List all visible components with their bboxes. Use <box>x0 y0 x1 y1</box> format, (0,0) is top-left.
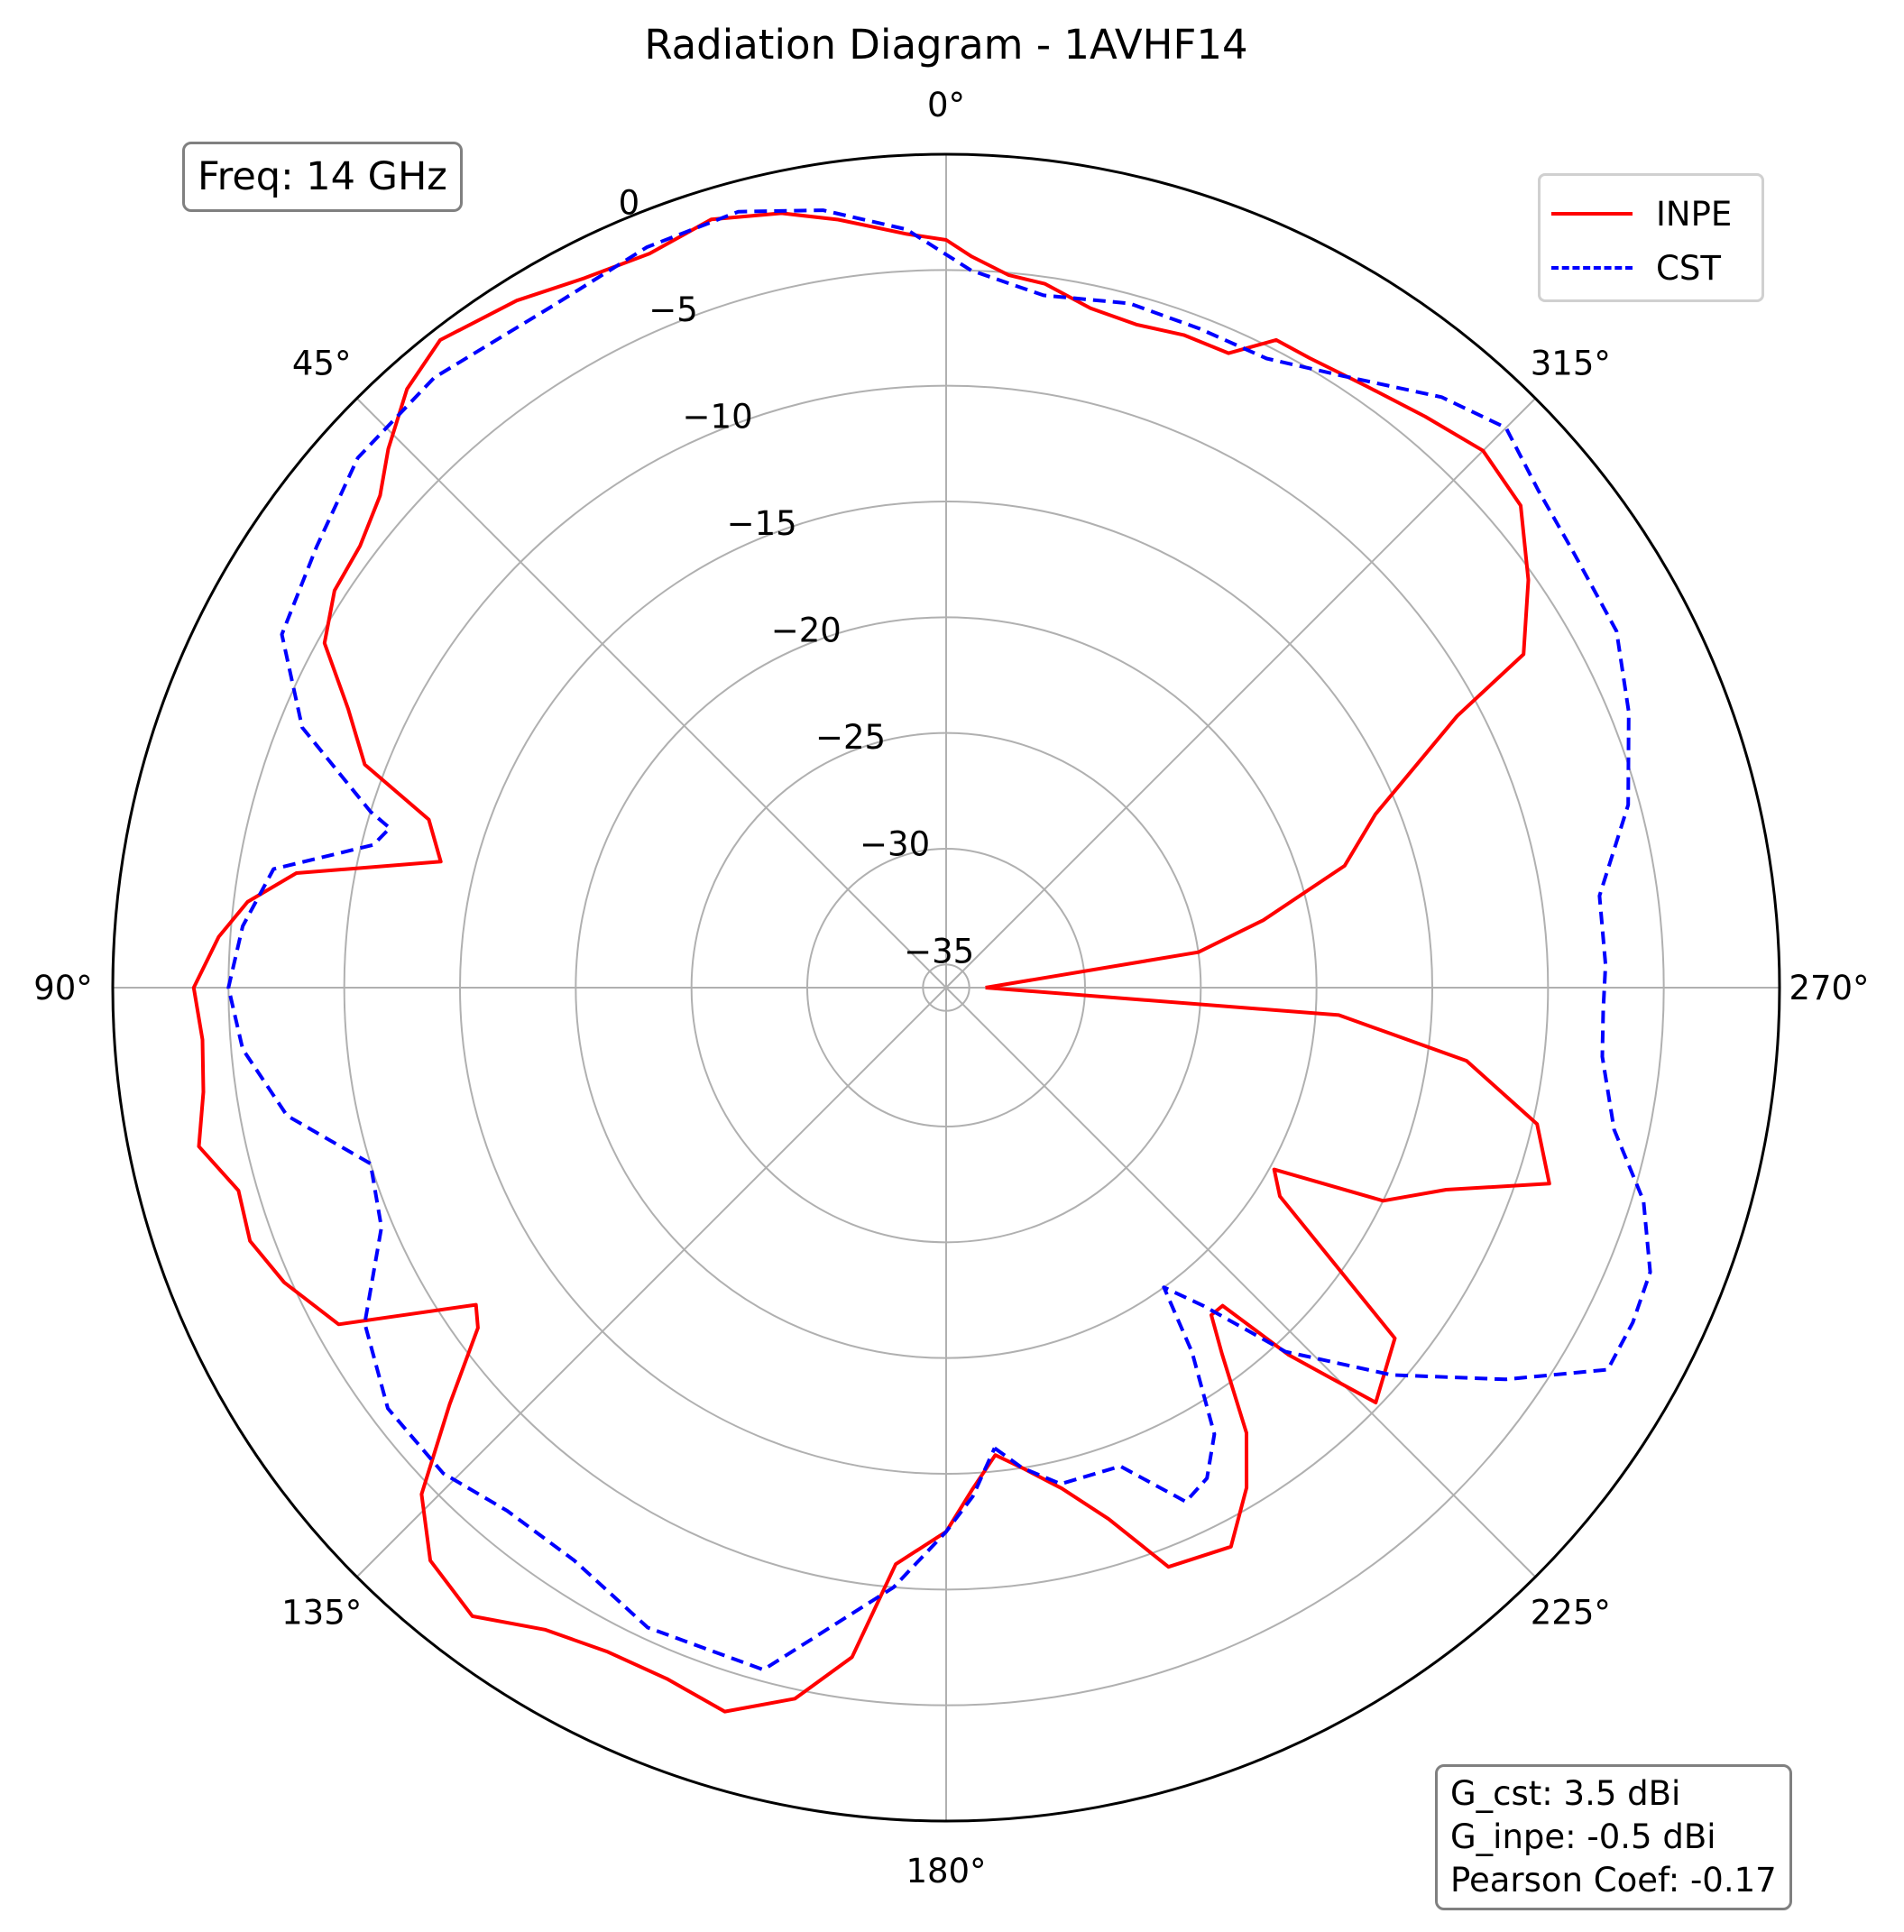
legend-swatch-inpe <box>1551 212 1633 216</box>
radial-tick-label: 0 <box>619 183 640 222</box>
chart-title: Radiation Diagram - 1AVHF14 <box>644 21 1247 69</box>
series-line-inpe <box>191 211 1551 1714</box>
legend-item-inpe: INPE <box>1551 192 1732 235</box>
theta-tick-label: 270° <box>1789 969 1869 1007</box>
theta-tick-label: 90° <box>33 969 93 1007</box>
theta-tick-label: 180° <box>906 1852 986 1891</box>
series-layer <box>191 208 1652 1714</box>
legend-swatch-cst <box>1551 266 1633 270</box>
radial-tick-label: −5 <box>648 290 698 329</box>
theta-tick-label: 45° <box>292 345 352 383</box>
legend: INPE CST <box>1538 173 1764 302</box>
grid-spoke-1 <box>355 397 947 989</box>
stat-g-cst: G_cst: 3.5 dBi <box>1450 1774 1681 1813</box>
polar-grid <box>113 154 1780 1821</box>
radial-tick-label: −25 <box>815 718 886 757</box>
stat-g-inpe: G_inpe: -0.5 dBi <box>1450 1817 1716 1856</box>
theta-tick-label: 225° <box>1531 1593 1611 1632</box>
outer-frame <box>111 152 1781 1823</box>
theta-tick-label: 135° <box>281 1593 362 1632</box>
radial-tick-label: −10 <box>683 398 753 437</box>
legend-label-cst: CST <box>1656 248 1721 288</box>
radial-tick-label: −35 <box>904 932 974 971</box>
theta-tick-label: 315° <box>1531 345 1611 383</box>
radial-tick-label: −20 <box>771 612 842 650</box>
radial-tick-label: −15 <box>727 504 797 543</box>
frequency-annotation: Freq: 14 GHz <box>182 142 463 212</box>
theta-tick-labels: 0° 45° 90° 135° 180° 225° 270° 315° <box>33 86 1869 1891</box>
radial-tick-label: −30 <box>860 825 930 864</box>
theta-tick-label: 0° <box>927 86 965 124</box>
legend-item-cst: CST <box>1551 246 1721 290</box>
stat-pearson: Pearson Coef: -0.17 <box>1450 1861 1777 1900</box>
legend-label-inpe: INPE <box>1656 194 1733 234</box>
grid-spoke-3 <box>355 987 947 1578</box>
radial-tick-labels: 0 −5 −10 −15 −20 −25 −30 −35 <box>619 183 975 971</box>
grid-spoke-5 <box>945 987 1537 1578</box>
grid-spoke-7 <box>945 397 1537 989</box>
stats-annotation: G_cst: 3.5 dBi G_inpe: -0.5 dBi Pearson … <box>1435 1764 1792 1910</box>
